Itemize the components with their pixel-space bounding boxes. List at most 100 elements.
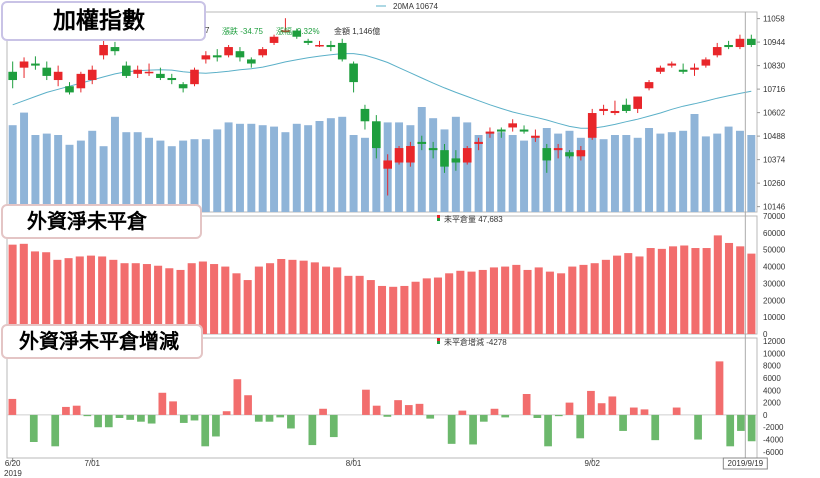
y-tick-label: 30000 bbox=[763, 279, 786, 288]
volume-bar bbox=[65, 144, 74, 212]
oi-change-bar bbox=[201, 414, 210, 447]
oi-bar bbox=[624, 253, 633, 334]
oi-bar bbox=[344, 275, 353, 334]
oi-change-bar bbox=[222, 411, 231, 415]
candle-body bbox=[110, 47, 120, 52]
oi-change-bar bbox=[576, 414, 585, 439]
x-tick-label: 9/02 bbox=[584, 459, 600, 468]
oi-bar bbox=[389, 286, 398, 334]
oi-change-bar bbox=[94, 414, 102, 428]
oi-bar bbox=[187, 263, 196, 334]
oi-change-bar bbox=[158, 392, 167, 415]
oi-change-bar bbox=[522, 394, 531, 415]
candle-body bbox=[678, 69, 688, 72]
y-tick-label: 10830 bbox=[763, 62, 786, 71]
candle-body bbox=[133, 69, 142, 74]
oi-bar bbox=[601, 259, 610, 334]
candle-body bbox=[462, 148, 472, 163]
oi-change-bar bbox=[490, 408, 499, 415]
volume-bar bbox=[656, 133, 665, 212]
candle-body bbox=[235, 51, 245, 58]
legend-swatch-down bbox=[437, 218, 440, 221]
volume-bar bbox=[122, 132, 131, 212]
oi-bar bbox=[691, 248, 700, 334]
y-tick-label: 50000 bbox=[763, 246, 786, 255]
y-tick-label: 10000 bbox=[763, 349, 786, 358]
oi-change-bar bbox=[137, 414, 145, 422]
oi-change-bar bbox=[426, 414, 435, 419]
oi-change-bar bbox=[115, 414, 124, 418]
oi-change-bar bbox=[415, 403, 424, 415]
candle-body bbox=[360, 108, 370, 122]
candle-body bbox=[406, 146, 415, 163]
y-tick-label: -4000 bbox=[763, 436, 784, 445]
oi-bar bbox=[736, 246, 745, 334]
volume-bar bbox=[54, 135, 63, 212]
oi-change-bar bbox=[265, 414, 274, 422]
volume-bar bbox=[497, 132, 506, 212]
volume-bar bbox=[42, 133, 51, 212]
volume-bar bbox=[315, 121, 324, 212]
y-tick-label: 10146 bbox=[763, 203, 786, 212]
oi-bar bbox=[142, 264, 151, 334]
oi-bar bbox=[86, 255, 95, 334]
volume-bar bbox=[326, 118, 335, 212]
candle-body bbox=[690, 67, 699, 70]
x-year-label: 2019 bbox=[4, 469, 22, 478]
volume-bar bbox=[349, 135, 358, 212]
volume-bar bbox=[201, 139, 210, 212]
volume-bar bbox=[645, 128, 654, 212]
oi-bar bbox=[377, 285, 387, 334]
candle-body bbox=[724, 44, 733, 48]
oi-change-bar bbox=[383, 414, 392, 417]
oi-change-bar bbox=[83, 414, 92, 417]
candle-body bbox=[735, 38, 745, 48]
oi-bar bbox=[523, 269, 532, 334]
oi-bar bbox=[445, 273, 454, 334]
volume-bar bbox=[485, 132, 494, 212]
candle-body bbox=[451, 158, 461, 163]
candle-body bbox=[349, 63, 358, 83]
volume-bar bbox=[167, 146, 176, 212]
oi-change-bar bbox=[479, 414, 488, 422]
oi-change-bar bbox=[104, 414, 113, 428]
oi-change-bar bbox=[565, 402, 574, 415]
candle-body bbox=[428, 148, 438, 151]
oi-change-bar bbox=[715, 361, 724, 415]
oi-change-bar bbox=[544, 414, 552, 447]
oi-change-bar bbox=[597, 403, 606, 415]
oi-bar bbox=[232, 273, 241, 334]
oi-bar bbox=[64, 258, 73, 334]
volume-bar bbox=[463, 122, 472, 212]
oi-bar bbox=[568, 266, 577, 334]
oi-change-bar bbox=[126, 414, 135, 420]
y-tick-label: 4000 bbox=[763, 386, 781, 395]
ma-legend-label: 20MA 10674 bbox=[393, 2, 438, 11]
oi-bar bbox=[478, 269, 487, 334]
oi-bar bbox=[579, 264, 588, 334]
oi-change-bar bbox=[362, 389, 370, 415]
panel-frame bbox=[6, 337, 758, 459]
candle-body bbox=[656, 67, 665, 72]
volume-bar bbox=[667, 132, 676, 212]
oi-bar bbox=[266, 263, 275, 334]
candle-body bbox=[383, 160, 392, 169]
oi-change-bar bbox=[233, 379, 242, 415]
volume-bar bbox=[360, 137, 369, 212]
oi-bar bbox=[8, 244, 17, 334]
volume-bar bbox=[599, 139, 608, 212]
oi-bar bbox=[120, 263, 129, 334]
candle-body bbox=[31, 63, 40, 66]
oi-change-bar bbox=[447, 414, 456, 444]
volume-bar bbox=[133, 132, 142, 212]
oi-bar bbox=[501, 266, 510, 334]
volume-bar bbox=[213, 129, 222, 212]
oi-change-bar bbox=[8, 398, 17, 415]
oi-change-bar bbox=[29, 414, 38, 442]
candle-body bbox=[474, 141, 483, 144]
oi-change-bar bbox=[651, 414, 660, 441]
oi-bar bbox=[30, 251, 40, 334]
oi-change-bar bbox=[212, 414, 220, 437]
oi-change-bar bbox=[179, 414, 188, 423]
candle-body bbox=[8, 71, 17, 81]
